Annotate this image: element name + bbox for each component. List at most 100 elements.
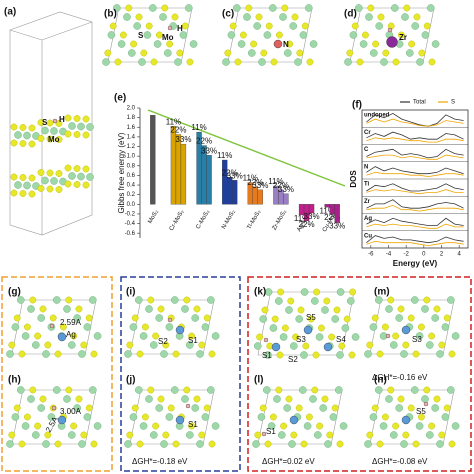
sulfur-atom (417, 323, 425, 331)
sulfur-atom (346, 49, 354, 57)
mo-atom (283, 49, 292, 57)
mo-atom (289, 22, 298, 30)
label: H (177, 24, 183, 33)
mo-atom (243, 13, 251, 21)
dopant-atom (57, 332, 67, 342)
sulfur-atom (54, 440, 62, 448)
bar-label: 22% (273, 181, 289, 190)
mo-atom (329, 413, 338, 421)
label: S3 (296, 335, 306, 344)
box-edge (9, 29, 43, 41)
sulfur-atom (311, 386, 319, 394)
mo-atom (185, 341, 194, 349)
h-atom (52, 118, 58, 124)
sulfur-atom (125, 4, 133, 12)
sulfur-atom (290, 431, 298, 439)
mo-atom (389, 341, 398, 349)
mo-atom (184, 4, 193, 12)
mo-atom (78, 440, 86, 448)
mo-atom (421, 31, 430, 39)
mo-atom (133, 22, 141, 30)
mo-atom (304, 4, 313, 12)
dopant-atom (273, 39, 283, 49)
mo-atom (23, 131, 31, 140)
mo-atom (139, 332, 148, 340)
h-atom (185, 403, 191, 409)
sulfur-atom (292, 333, 299, 341)
sulfur-atom (46, 185, 54, 193)
mo-atom (431, 40, 440, 48)
mo-atom (113, 4, 121, 12)
dopant-atom (401, 325, 411, 335)
sulfur-atom (183, 296, 191, 304)
mo-atom (73, 314, 81, 322)
sulfur-atom (349, 288, 356, 296)
mo-atom (324, 440, 332, 448)
sulfur-atom (49, 314, 57, 322)
mo-atom (436, 440, 444, 448)
sulfur-atom (443, 404, 451, 412)
mo-atom (129, 413, 138, 421)
mo-atom (405, 49, 414, 57)
mo-atom (247, 49, 256, 57)
sulfur-atom (255, 13, 263, 21)
row-label: Ag (364, 216, 372, 222)
mo-atom (206, 386, 215, 394)
sulfur-atom (75, 305, 83, 313)
bar-label: 33% (278, 185, 294, 194)
sulfur-atom (348, 351, 356, 359)
bar-label: 22% (222, 168, 238, 177)
sulfur-atom (338, 342, 346, 350)
panel-label: (k) (254, 287, 266, 298)
sulfur-atom (8, 431, 16, 439)
mo-atom (174, 58, 182, 66)
mo-atom (264, 288, 273, 296)
mo-atom (134, 386, 143, 394)
dopant-atom (303, 325, 313, 335)
sulfur-atom (140, 49, 148, 57)
sulfur-atom (130, 40, 138, 48)
mo-atom (313, 431, 322, 439)
mo-atom (319, 404, 328, 412)
mo-atom (159, 13, 167, 21)
bar-label: 22% (324, 213, 340, 222)
label: 2.5A (44, 415, 60, 434)
bar-label: 22% (170, 126, 186, 135)
sulfur-atom (155, 31, 163, 39)
y-tick-label: 0.0 (127, 202, 136, 208)
sulfur-atom (82, 115, 90, 123)
sulfur-atom (203, 404, 211, 412)
dos-line (366, 131, 464, 140)
label: S1 (188, 336, 198, 345)
sulfur-atom (371, 404, 379, 412)
sulfur-atom (109, 22, 117, 30)
sulfur-atom (54, 350, 62, 358)
mo-atom (431, 314, 440, 322)
sulfur-atom (397, 395, 405, 403)
mo-atom (289, 342, 298, 350)
mo-atom (263, 31, 272, 39)
label: ΔGH*=-0.08 eV (372, 457, 428, 466)
dos-line (366, 199, 464, 209)
x-tick-label: Zr-MoS₂ (272, 209, 289, 232)
label: N (283, 40, 289, 49)
sulfur-atom (64, 130, 72, 138)
mo-atom (232, 4, 241, 12)
mo-atom (27, 395, 35, 403)
sulfur-atom (176, 49, 184, 57)
sulfur-atom (417, 413, 425, 421)
bar (180, 143, 187, 205)
label: Ag (66, 330, 76, 339)
mo-atom (63, 395, 71, 403)
sulfur-atom (280, 422, 287, 430)
h-atom (167, 25, 173, 31)
label: ΔGH*=-0.16 eV (372, 373, 428, 382)
sulfur-atom (82, 181, 90, 189)
mo-atom (400, 350, 408, 358)
label: S1 (188, 420, 198, 429)
sulfur-atom (281, 4, 289, 12)
row-label: Cu (364, 233, 372, 239)
sulfur-atom (418, 49, 426, 57)
legend-label: Total (413, 100, 426, 106)
sulfur-atom (44, 431, 52, 439)
